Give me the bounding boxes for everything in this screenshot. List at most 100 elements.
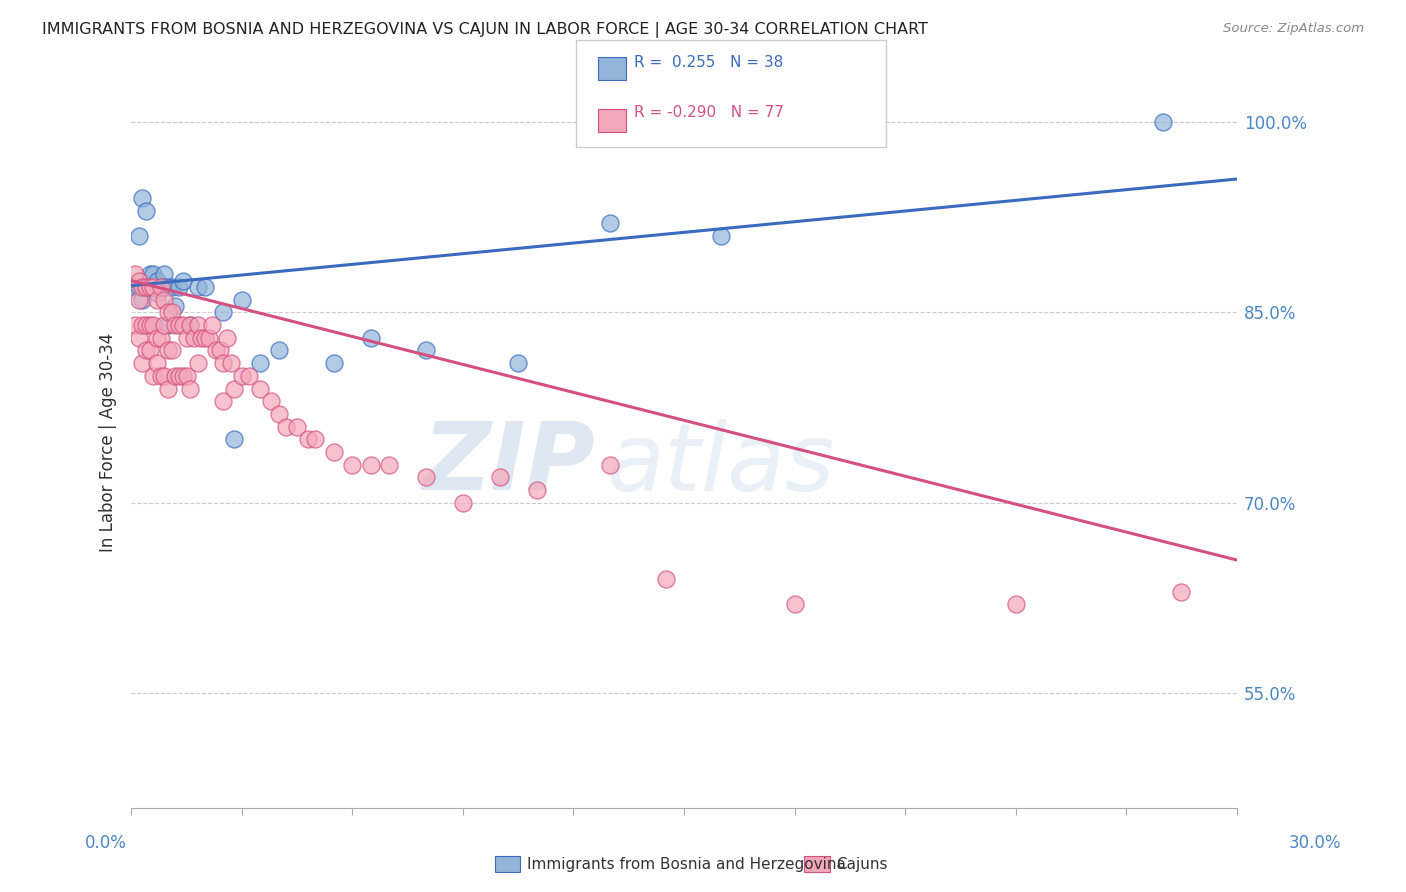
Point (142, 267, 165, 281)
Point (599, 217, 621, 231)
Text: atlas: atlas (606, 419, 835, 510)
Point (190, 331, 212, 345)
Point (167, 318, 190, 332)
Point (131, 356, 153, 370)
Text: 30.0%: 30.0% (1288, 834, 1341, 852)
Point (138, 280, 160, 294)
Point (322, 445, 344, 459)
Point (153, 280, 176, 294)
Point (135, 280, 157, 294)
Point (124, 280, 146, 294)
Point (224, 382, 246, 396)
Point (249, 356, 271, 370)
Point (131, 318, 153, 332)
Point (212, 356, 235, 370)
Point (526, 483, 548, 497)
Point (183, 331, 205, 345)
Point (135, 280, 157, 294)
Point (153, 293, 176, 307)
Point (165, 299, 187, 313)
Point (194, 331, 217, 345)
Text: Cajuns: Cajuns (837, 857, 889, 871)
Point (1152, 115, 1174, 129)
Y-axis label: In Labor Force | Age 30-34: In Labor Force | Age 30-34 (100, 333, 117, 552)
Point (131, 191, 153, 205)
Point (146, 293, 169, 307)
Point (157, 280, 180, 294)
Point (135, 318, 157, 332)
Point (297, 433, 319, 447)
Point (219, 356, 242, 370)
Point (274, 419, 297, 434)
Point (160, 343, 183, 358)
Point (124, 318, 146, 332)
Point (135, 203, 157, 218)
Point (149, 368, 172, 383)
Point (378, 458, 401, 472)
Point (149, 331, 172, 345)
Point (138, 280, 160, 294)
Point (238, 368, 260, 383)
Point (599, 458, 621, 472)
Text: Source: ZipAtlas.com: Source: ZipAtlas.com (1223, 22, 1364, 36)
Point (176, 331, 198, 345)
Point (142, 280, 165, 294)
Point (208, 343, 231, 358)
Point (146, 331, 169, 345)
Text: ZIP: ZIP (423, 418, 596, 510)
Point (172, 318, 194, 332)
Text: Immigrants from Bosnia and Herzegovina: Immigrants from Bosnia and Herzegovina (527, 857, 846, 871)
Point (153, 267, 176, 281)
Point (451, 496, 474, 510)
Point (167, 368, 190, 383)
Text: R = -0.290   N = 77: R = -0.290 N = 77 (634, 105, 785, 120)
Point (231, 368, 253, 383)
Point (153, 368, 176, 383)
Point (142, 280, 165, 294)
Text: R =  0.255   N = 38: R = 0.255 N = 38 (634, 55, 783, 70)
Point (131, 280, 153, 294)
Point (142, 368, 165, 383)
Point (654, 572, 676, 586)
Point (187, 318, 209, 332)
Point (508, 356, 530, 370)
Point (149, 280, 172, 294)
Point (187, 280, 209, 294)
Point (260, 394, 283, 409)
Point (160, 305, 183, 319)
Point (187, 356, 209, 370)
Point (146, 356, 169, 370)
Point (304, 433, 326, 447)
Point (128, 280, 150, 294)
Point (783, 598, 806, 612)
Point (212, 394, 235, 409)
Point (488, 470, 510, 484)
Point (285, 419, 308, 434)
Point (1170, 584, 1192, 599)
Point (231, 293, 253, 307)
Point (157, 305, 180, 319)
Point (165, 318, 187, 332)
Point (267, 407, 290, 421)
Point (322, 356, 344, 370)
Point (149, 280, 172, 294)
Point (124, 267, 146, 281)
Point (360, 331, 382, 345)
Point (153, 318, 176, 332)
Point (172, 368, 194, 383)
Point (128, 293, 150, 307)
Point (142, 318, 165, 332)
Point (131, 293, 153, 307)
Point (160, 280, 183, 294)
Point (128, 274, 150, 288)
Point (179, 318, 201, 332)
Text: IMMIGRANTS FROM BOSNIA AND HERZEGOVINA VS CAJUN IN LABOR FORCE | AGE 30-34 CORRE: IMMIGRANTS FROM BOSNIA AND HERZEGOVINA V… (42, 22, 928, 38)
Point (157, 343, 180, 358)
Point (146, 274, 169, 288)
Point (179, 318, 201, 332)
Point (179, 382, 201, 396)
Point (135, 343, 157, 358)
Point (415, 343, 437, 358)
Point (138, 267, 160, 281)
Point (138, 318, 160, 332)
